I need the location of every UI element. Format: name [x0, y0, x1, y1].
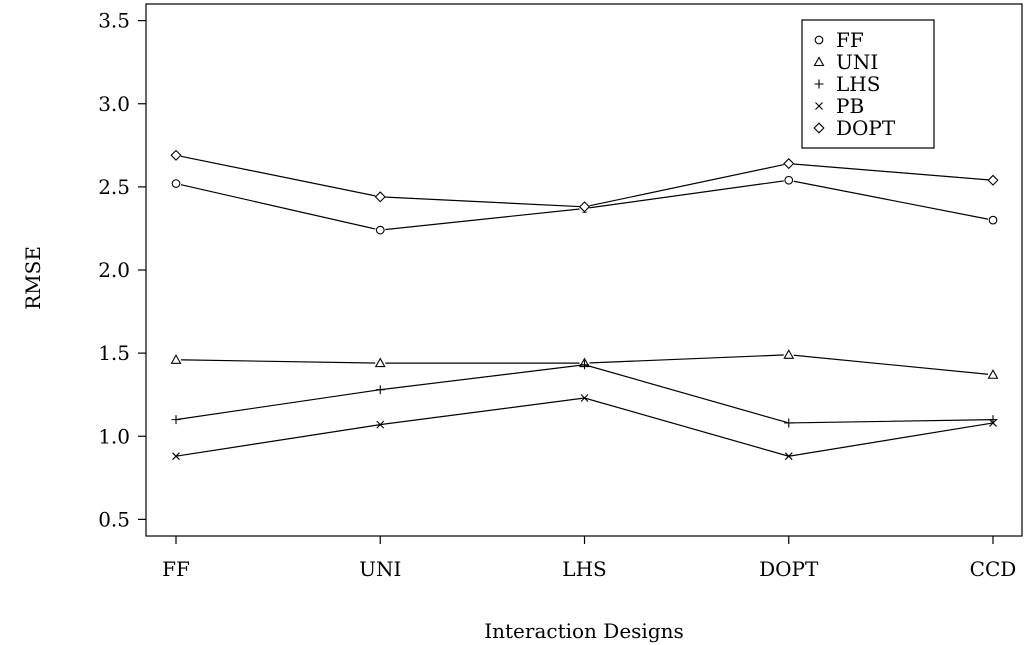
series-pb [172, 394, 997, 461]
data-point [814, 79, 824, 89]
marker-backdrop [579, 201, 590, 212]
data-point [814, 35, 824, 45]
marker-backdrop [988, 175, 998, 186]
data-point [578, 201, 591, 213]
data-point [783, 349, 795, 359]
data-point [813, 56, 825, 67]
data-point [374, 357, 386, 368]
data-point [815, 102, 823, 110]
marker-backdrop [783, 349, 794, 360]
y-axis: 0.5 1.0 1.5 2.0 2.5 3.0 3.5 [98, 9, 146, 531]
y-tick-label: 2.0 [98, 258, 130, 282]
marker-backdrop [783, 158, 794, 169]
data-point [580, 360, 589, 370]
data-point [813, 122, 825, 134]
series-layer [170, 149, 999, 461]
legend-label: PB [836, 94, 864, 118]
x-axis-title: Interaction Designs [484, 619, 684, 643]
series-line [175, 397, 994, 457]
data-point [375, 225, 385, 235]
y-tick-label: 3.0 [98, 92, 130, 116]
legend-label: UNI [836, 50, 878, 74]
data-point [784, 452, 793, 461]
data-point [172, 452, 180, 461]
data-point [784, 418, 794, 428]
data-point [580, 394, 589, 402]
series-dopt [170, 149, 999, 213]
x-tick-label: CCD [970, 557, 1017, 581]
series-lhs [171, 360, 998, 428]
data-point [171, 179, 181, 188]
x-tick-label: FF [162, 557, 190, 581]
legend-box [801, 19, 935, 149]
data-point [989, 419, 997, 427]
data-point [170, 149, 182, 161]
legend-label: DOPT [836, 116, 896, 140]
y-tick-label: 3.5 [98, 9, 130, 33]
marker-backdrop [171, 150, 181, 161]
data-point [171, 415, 181, 425]
data-point [784, 175, 794, 185]
y-tick-label: 0.5 [98, 507, 130, 531]
y-tick-label: 2.5 [98, 175, 130, 199]
x-tick-label: DOPT [759, 557, 819, 581]
marker-backdrop [375, 358, 386, 369]
x-tick-label: UNI [359, 557, 401, 581]
marker-backdrop [988, 369, 998, 380]
data-point [374, 191, 386, 203]
y-axis-title: RMSE [21, 246, 45, 310]
marker-backdrop [783, 175, 794, 186]
data-point [783, 158, 795, 170]
data-point [988, 215, 998, 225]
series-line [175, 364, 994, 424]
marker-backdrop [171, 178, 181, 189]
data-point [987, 369, 999, 379]
legend-label: FF [836, 28, 864, 52]
y-tick-label: 1.5 [98, 341, 130, 365]
data-point [987, 174, 999, 186]
data-point [170, 354, 182, 364]
data-point [375, 385, 385, 395]
marker-backdrop [375, 225, 386, 236]
y-tick-label: 1.0 [98, 424, 130, 448]
marker-backdrop [171, 354, 181, 365]
legend-label: LHS [836, 72, 880, 96]
marker-backdrop [988, 215, 998, 226]
marker-backdrop [375, 191, 386, 202]
x-axis: FF UNI LHS DOPT CCD [162, 536, 1016, 581]
series-line [175, 154, 994, 208]
data-point [376, 420, 385, 429]
x-tick-label: LHS [562, 557, 606, 581]
